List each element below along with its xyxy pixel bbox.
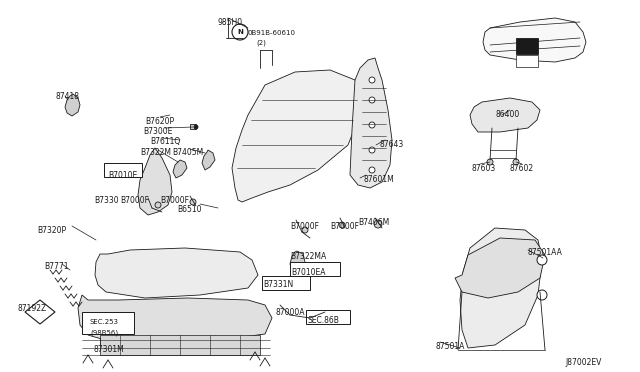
Text: SEC.86B: SEC.86B: [308, 316, 340, 325]
Text: B7000F: B7000F: [290, 222, 319, 231]
Bar: [262, 276, 310, 290]
Text: J87002EV: J87002EV: [565, 358, 602, 367]
Text: B7620P: B7620P: [145, 117, 174, 126]
Circle shape: [537, 255, 547, 265]
Polygon shape: [95, 248, 258, 298]
Text: 87602: 87602: [510, 164, 534, 173]
Circle shape: [190, 199, 196, 205]
Circle shape: [232, 24, 248, 40]
Polygon shape: [470, 98, 540, 132]
Polygon shape: [460, 228, 542, 348]
Text: 87000A: 87000A: [275, 308, 305, 317]
Polygon shape: [173, 160, 187, 178]
Bar: [516, 55, 538, 67]
Polygon shape: [65, 94, 80, 116]
Text: B7320P: B7320P: [37, 226, 66, 235]
Bar: [306, 310, 350, 324]
Circle shape: [374, 220, 382, 228]
Polygon shape: [78, 295, 272, 342]
Text: B7405M: B7405M: [172, 148, 204, 157]
Circle shape: [369, 97, 375, 103]
Bar: [290, 262, 340, 276]
Text: SEC.253: SEC.253: [90, 319, 119, 325]
Text: B7322MA: B7322MA: [290, 252, 326, 261]
Polygon shape: [202, 150, 215, 170]
Polygon shape: [483, 18, 586, 62]
Circle shape: [194, 125, 198, 129]
Bar: [82, 312, 134, 334]
Text: B7000F: B7000F: [160, 196, 189, 205]
Text: B7330: B7330: [94, 196, 118, 205]
Text: (2): (2): [256, 40, 266, 46]
Text: 87603: 87603: [472, 164, 496, 173]
Text: 87501AA: 87501AA: [528, 248, 563, 257]
Text: B7000F: B7000F: [330, 222, 359, 231]
Text: 87418: 87418: [55, 92, 79, 101]
Bar: [100, 335, 260, 355]
Circle shape: [369, 77, 375, 83]
Circle shape: [302, 227, 308, 233]
Text: 87301M: 87301M: [93, 345, 124, 354]
Circle shape: [369, 167, 375, 173]
Text: 985H0: 985H0: [218, 18, 243, 27]
Circle shape: [369, 122, 375, 128]
Text: B7010E: B7010E: [108, 171, 137, 180]
Circle shape: [487, 159, 493, 165]
Text: (98B56): (98B56): [90, 329, 118, 336]
Text: B7322M: B7322M: [140, 148, 171, 157]
Bar: [104, 163, 142, 177]
Text: B7010EA: B7010EA: [291, 268, 326, 277]
Text: 87643: 87643: [380, 140, 404, 149]
Polygon shape: [350, 58, 392, 188]
Text: 0B91B-60610: 0B91B-60610: [248, 30, 296, 36]
Circle shape: [369, 147, 375, 153]
Text: 86400: 86400: [495, 110, 519, 119]
Text: B7611Q: B7611Q: [150, 137, 180, 146]
Polygon shape: [138, 148, 172, 215]
Text: 87501A: 87501A: [435, 342, 465, 351]
Text: B7331N: B7331N: [263, 280, 293, 289]
Polygon shape: [232, 70, 362, 202]
Bar: [190, 124, 196, 129]
Text: B7300E: B7300E: [143, 127, 172, 136]
Text: 87601M: 87601M: [363, 175, 394, 184]
Text: B6510: B6510: [177, 205, 202, 214]
Text: N: N: [237, 29, 243, 35]
Circle shape: [513, 159, 519, 165]
Polygon shape: [25, 300, 55, 324]
Bar: [516, 38, 538, 54]
Text: 87192Z: 87192Z: [18, 304, 47, 313]
Circle shape: [155, 202, 161, 208]
Text: B7771: B7771: [44, 262, 68, 271]
Text: B7406M: B7406M: [358, 218, 389, 227]
Circle shape: [537, 290, 547, 300]
Circle shape: [339, 222, 345, 228]
Polygon shape: [455, 238, 545, 298]
Text: B7000F: B7000F: [120, 196, 149, 205]
Polygon shape: [290, 251, 305, 270]
